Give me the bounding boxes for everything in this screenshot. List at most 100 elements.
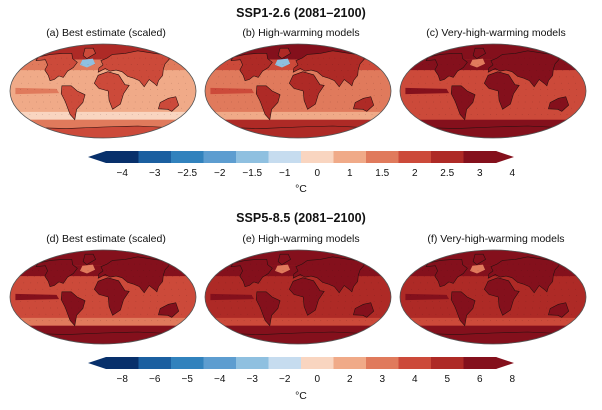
stipple-dot xyxy=(435,313,437,315)
stipple-dot xyxy=(308,70,309,71)
stipple-dot xyxy=(412,101,413,103)
stipple-dot xyxy=(48,89,50,90)
stipple-dot xyxy=(338,270,339,271)
stipple-dot xyxy=(521,320,523,321)
stipple-dot xyxy=(294,282,296,284)
stipple-dot xyxy=(470,70,471,71)
stipple-dot xyxy=(518,295,520,296)
stipple-dot xyxy=(561,89,563,90)
stipple-dot xyxy=(233,270,235,271)
stipple-dot xyxy=(240,107,242,109)
stipple-dot xyxy=(482,288,484,290)
stipple-dot xyxy=(524,101,526,103)
stipple-dot xyxy=(329,76,331,78)
stipple-dot xyxy=(238,307,239,309)
stipple-dot xyxy=(258,64,259,65)
stipple-dot xyxy=(55,320,56,321)
stipple-dot xyxy=(85,101,87,103)
stipple-dot xyxy=(230,114,232,115)
stipple-dot xyxy=(328,107,330,109)
stipple-dot xyxy=(495,57,497,59)
stipple-dot xyxy=(316,82,317,84)
stipple-dot xyxy=(156,307,157,309)
stipple-dot xyxy=(238,101,239,103)
stipple-dot xyxy=(352,301,353,303)
stipple-dot xyxy=(42,114,44,115)
stipple-dot xyxy=(337,95,339,97)
stipple-dot xyxy=(278,263,280,265)
stipple-dot xyxy=(93,64,95,65)
stipple-dot xyxy=(93,70,94,71)
continent-australia xyxy=(353,302,375,318)
stipple-dot xyxy=(537,313,538,315)
colorbar-ticks-ssp126: −4 −3 −2.5 −2 −1.5 −1 0 1 1.5 2 2.5 3 4 xyxy=(0,168,602,182)
stipple-dot xyxy=(453,82,455,84)
stipple-dot xyxy=(139,276,141,277)
stipple-dot xyxy=(23,282,25,284)
stipple-dot xyxy=(145,263,146,265)
stipple-dot xyxy=(150,57,152,59)
stipple-dot xyxy=(52,107,54,109)
stipple-dot xyxy=(155,270,157,271)
stipple-dot xyxy=(38,57,40,59)
stipple-dot xyxy=(295,263,296,265)
colorbar-segment xyxy=(203,357,237,369)
stipple-dot xyxy=(309,295,310,296)
stipple-dot xyxy=(164,95,166,97)
stipple-dot xyxy=(64,101,66,103)
stipple-dot xyxy=(50,64,52,65)
stipple-dot xyxy=(100,263,101,265)
stipple-dot xyxy=(265,95,267,97)
stipple-dot xyxy=(482,295,484,296)
stipple-dot xyxy=(301,307,303,309)
stipple-dot xyxy=(79,313,81,315)
stipple-dot xyxy=(266,82,267,84)
stipple-dot xyxy=(229,301,231,303)
stipple-dot xyxy=(467,263,469,265)
stipple-dot xyxy=(508,64,510,65)
stipple-dot xyxy=(251,288,253,290)
stipple-dot xyxy=(518,95,520,97)
stipple-dot xyxy=(376,313,377,315)
stipple-dot xyxy=(87,270,89,271)
stipple-dot xyxy=(516,313,518,315)
stipple-dot xyxy=(351,57,353,59)
latitude-band xyxy=(205,111,391,120)
stipple-dot xyxy=(333,114,334,115)
stipple-dot xyxy=(301,295,303,296)
stipple-dot xyxy=(357,76,358,78)
stipple-dot xyxy=(66,263,68,265)
stipple-dot xyxy=(547,89,549,90)
stipple-dot xyxy=(157,114,159,115)
stipple-dot xyxy=(152,70,154,71)
stipple-dot xyxy=(55,114,56,115)
stipple-dot xyxy=(231,101,232,103)
stipple-dot xyxy=(460,95,462,97)
stipple-dot xyxy=(157,95,158,97)
stipple-dot xyxy=(482,313,484,315)
stipple-dot xyxy=(346,114,347,115)
stipple-dot xyxy=(266,307,268,309)
stipple-dot xyxy=(569,70,570,71)
stipple-dot xyxy=(557,270,559,271)
stipple-dot xyxy=(41,95,43,97)
stipple-dot xyxy=(35,320,37,321)
stipple-dot xyxy=(301,101,303,103)
stipple-dot xyxy=(337,288,339,290)
map-panel-c xyxy=(399,43,587,139)
stipple-dot xyxy=(379,307,380,309)
stipple-dot xyxy=(232,282,234,284)
stipple-dot xyxy=(553,114,555,115)
stipple-dot xyxy=(421,107,423,109)
stipple-dot xyxy=(99,313,101,315)
colorbar-tick-label: −3 xyxy=(149,168,161,179)
stipple-dot xyxy=(459,270,460,271)
stipple-dot xyxy=(333,320,334,321)
stipple-dot xyxy=(155,76,156,78)
stipple-dot xyxy=(126,107,128,109)
stipple-dot xyxy=(539,270,540,271)
stipple-dot xyxy=(483,64,485,65)
stipple-dot xyxy=(338,64,339,65)
stipple-dot xyxy=(545,270,547,271)
stipple-dot xyxy=(170,101,171,103)
